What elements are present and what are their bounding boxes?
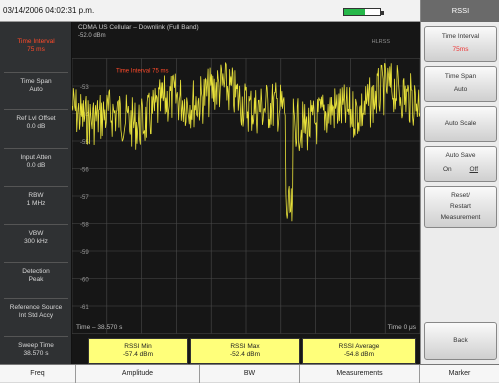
y-tick-label: -61	[80, 305, 89, 311]
param-label: Time Span	[20, 78, 52, 85]
amplitude-menu-button[interactable]: Amplitude	[76, 365, 200, 383]
param-label: Time Interval	[17, 38, 55, 45]
bottom-menu: Freq Amplitude BW Measurements Marker	[0, 364, 499, 383]
reference-level: -52.0 dBm	[78, 33, 106, 39]
param-time-span: Time Span Auto	[0, 78, 72, 94]
param-value: 0.0 dB	[26, 123, 46, 130]
param-label: Input Atten	[20, 154, 52, 161]
time-start-label: Time – 38.570 s	[76, 324, 123, 331]
param-input-atten: Input Atten 0.0 dB	[0, 154, 72, 170]
auto-save-button[interactable]: Auto Save On Off	[424, 146, 497, 182]
param-ref-lvl-offset: Ref Lvl Offset 0.0 dB	[0, 115, 72, 131]
rssi-trace	[72, 62, 420, 222]
param-detection: Detection Peak	[0, 268, 72, 284]
y-tick-label: -55	[80, 140, 89, 146]
param-rbw: RBW 1 MHz	[0, 192, 72, 208]
param-value: 75 ms	[27, 46, 45, 53]
y-tick-label: -59	[80, 250, 89, 256]
bw-menu-button[interactable]: BW	[200, 365, 300, 383]
param-label: Sweep Time	[18, 342, 54, 349]
param-value: 1 MHz	[26, 200, 46, 207]
back-button[interactable]: Back	[424, 322, 497, 360]
rssi-max-label: RSSI Max	[230, 343, 260, 350]
parameter-panel: Time Interval 75 ms Time Span Auto Ref Lvl O…	[0, 22, 72, 364]
param-label: VBW	[28, 230, 44, 237]
auto-save-on: On	[442, 166, 452, 173]
graph-title: CDMA US Cellular – Downlink (Full Band)	[78, 24, 199, 31]
param-value: Peak	[28, 276, 44, 283]
param-reference-source: Reference Source Int Std Accy	[0, 304, 72, 320]
plot-area: -53-54-55-56-57-58-59-60-61 Time Interva…	[72, 58, 420, 334]
rssi-max-value: -52.4 dBm	[230, 351, 260, 358]
param-value: 38.570 s	[23, 350, 49, 357]
rssi-average-value: -54.8 dBm	[344, 351, 374, 358]
rssi-min-readout: RSSI Min -57.4 dBm	[88, 338, 188, 364]
param-value: 0.0 dB	[26, 162, 46, 169]
y-tick-label: -53	[80, 85, 89, 91]
rssi-average-readout: RSSI Average -54.8 dBm	[302, 338, 416, 364]
y-tick-label: -58	[80, 223, 89, 229]
battery-icon	[343, 8, 384, 16]
status-bar: 03/14/2006 04:02:31 p.m.	[0, 0, 420, 22]
freq-menu-button[interactable]: Freq	[0, 365, 76, 383]
softkey-panel: RSSI Time Interval 75ms Time Span Auto A…	[420, 0, 499, 364]
param-time-interval: Time Interval 75 ms	[0, 38, 72, 54]
param-value: Auto	[29, 86, 43, 93]
y-tick-label: -60	[80, 278, 89, 284]
param-label: Ref Lvl Offset	[16, 115, 56, 122]
rssi-graph: CDMA US Cellular – Downlink (Full Band) …	[72, 22, 420, 364]
time-interval-annotation: Time Interval 75 ms	[116, 69, 168, 75]
auto-scale-button[interactable]: Auto Scale	[424, 106, 497, 142]
y-tick-label: -56	[80, 168, 89, 174]
rssi-min-label: RSSI Min	[124, 343, 152, 350]
detector-label: HLRSS	[371, 39, 390, 45]
rssi-average-label: RSSI Average	[338, 343, 380, 350]
softkey-title: RSSI	[421, 0, 499, 22]
param-vbw: VBW 300 kHz	[0, 230, 72, 246]
measurements-menu-button[interactable]: Measurements	[300, 365, 420, 383]
time-end-label: Time 0 μs	[387, 324, 416, 331]
reset-restart-measurement-button[interactable]: Reset/ Restart Measurement	[424, 186, 497, 228]
y-tick-label: -57	[80, 195, 89, 201]
param-sweep-time: Sweep Time 38.570 s	[0, 342, 72, 358]
time-interval-button[interactable]: Time Interval 75ms	[424, 26, 497, 62]
param-label: RBW	[28, 192, 44, 199]
param-label: Detection	[22, 268, 50, 275]
marker-menu-button[interactable]: Marker	[448, 370, 471, 377]
rssi-min-value: -57.4 dBm	[123, 351, 153, 358]
date-time: 03/14/2006 04:02:31 p.m.	[3, 6, 95, 15]
rssi-max-readout: RSSI Max -52.4 dBm	[190, 338, 300, 364]
param-value: Int Std Accy	[18, 312, 54, 319]
param-label: Reference Source	[9, 304, 63, 311]
param-value: 300 kHz	[24, 238, 48, 245]
auto-save-off: Off	[469, 166, 479, 173]
time-span-button[interactable]: Time Span Auto	[424, 66, 497, 102]
battery-level	[344, 9, 365, 15]
